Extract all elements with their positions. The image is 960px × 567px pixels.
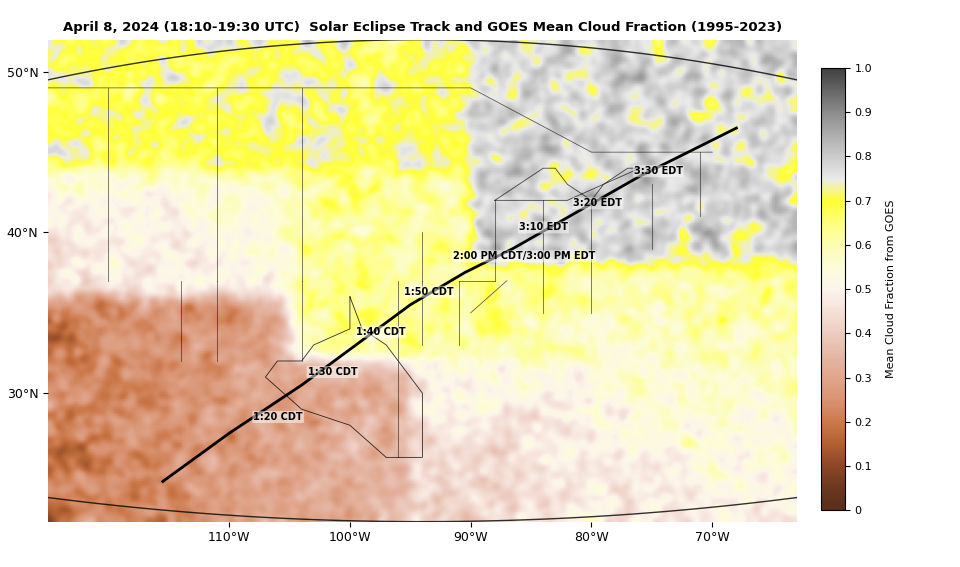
Text: 1:30 CDT: 1:30 CDT — [307, 367, 357, 377]
Text: 3:20 EDT: 3:20 EDT — [573, 198, 622, 209]
Text: 1:20 CDT: 1:20 CDT — [253, 412, 303, 422]
Text: 2:00 PM CDT/3:00 PM EDT: 2:00 PM CDT/3:00 PM EDT — [452, 251, 595, 261]
Y-axis label: Mean Cloud Fraction from GOES: Mean Cloud Fraction from GOES — [886, 200, 897, 378]
Text: 3:30 EDT: 3:30 EDT — [634, 166, 683, 176]
Text: 1:40 CDT: 1:40 CDT — [356, 327, 405, 337]
Title: April 8, 2024 (18:10-19:30 UTC)  Solar Eclipse Track and GOES Mean Cloud Fractio: April 8, 2024 (18:10-19:30 UTC) Solar Ec… — [62, 22, 782, 35]
Text: 1:50 CDT: 1:50 CDT — [404, 287, 454, 297]
Text: 3:10 EDT: 3:10 EDT — [519, 222, 568, 232]
